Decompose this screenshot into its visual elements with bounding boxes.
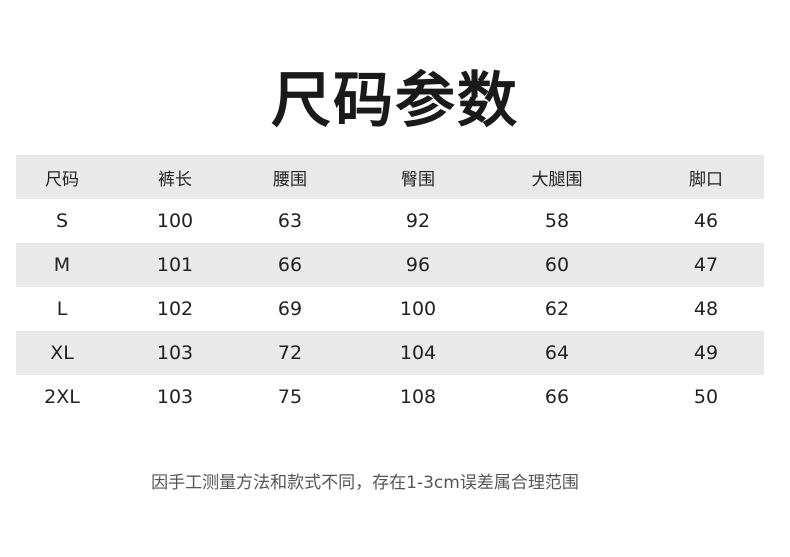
table-cell: 63	[277, 210, 303, 232]
table-cell: 66	[277, 254, 303, 276]
table-cell: 2XL	[44, 386, 80, 408]
table-cell: 66	[544, 386, 570, 408]
table-cell: 75	[277, 386, 303, 408]
table-cell: S	[55, 210, 69, 232]
table-cell: 60	[544, 254, 570, 276]
table-cell: 103	[156, 342, 194, 364]
table-header: 尺码 裤长 腰围 臀围 大腿围 脚口	[16, 155, 764, 199]
table-cell: 50	[693, 386, 719, 408]
size-table: 尺码 裤长 腰围 臀围 大腿围 脚口 S 100 63 92 58 46 M 101 66 96 60 47 L 1…	[16, 155, 764, 419]
table-cell: 48	[693, 298, 719, 320]
table-cell: 46	[693, 210, 719, 232]
table-cell: 100	[156, 210, 194, 232]
table-cell: 64	[544, 342, 570, 364]
table-cell: 96	[405, 254, 431, 276]
table-row: S 100 63 92 58 46	[16, 199, 764, 243]
table-row: XL 103 72 104 64 49	[16, 331, 764, 375]
table-cell: 104	[399, 342, 437, 364]
table-row: L 102 69 100 62 48	[16, 287, 764, 331]
table-cell: M	[53, 254, 71, 276]
table-cell: 103	[156, 386, 194, 408]
table-cell: 58	[544, 210, 570, 232]
table-cell: 101	[156, 254, 194, 276]
table-cell: 47	[693, 254, 719, 276]
table-cell: 72	[277, 342, 303, 364]
table-cell: XL	[50, 342, 74, 364]
table-row: 2XL 103 75 108 66 50	[16, 375, 764, 419]
column-header: 脚口	[689, 169, 723, 190]
column-header: 腰围	[273, 169, 307, 190]
column-header: 尺码	[45, 169, 79, 190]
table-cell: 108	[399, 386, 437, 408]
table-cell: 62	[544, 298, 570, 320]
table-cell: L	[56, 298, 68, 320]
table-row: M 101 66 96 60 47	[16, 243, 764, 287]
table-cell: 49	[693, 342, 719, 364]
page-title: 尺码参数	[271, 66, 519, 136]
column-header: 臀围	[401, 169, 435, 190]
column-header: 大腿围	[531, 169, 583, 190]
table-cell: 69	[277, 298, 303, 320]
table-cell: 102	[156, 298, 194, 320]
column-header: 裤长	[158, 169, 192, 190]
measurement-note: 因手工测量方法和款式不同，存在1-3cm误差属合理范围	[151, 473, 579, 493]
table-cell: 100	[399, 298, 437, 320]
table-cell: 92	[405, 210, 431, 232]
